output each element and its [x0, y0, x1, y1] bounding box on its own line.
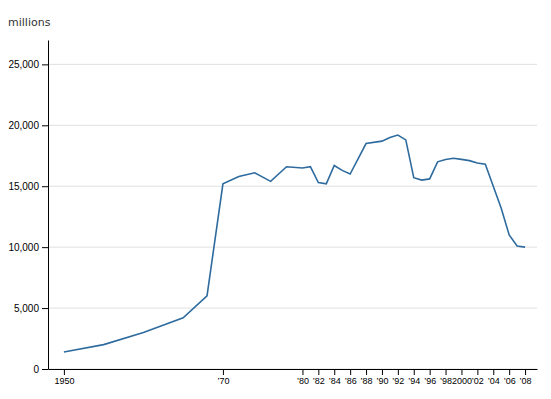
- grid-line: [48, 125, 537, 126]
- x-tick: ’98: [440, 369, 452, 386]
- x-tick-mark: [430, 369, 431, 375]
- marks: [64, 135, 525, 352]
- x-tick: ’86: [345, 369, 357, 386]
- y-tick-mark: [42, 308, 48, 309]
- y-tick: 0: [33, 364, 48, 375]
- x-tick-mark: [64, 369, 65, 375]
- x-tick-mark: [477, 369, 478, 375]
- x-tick-label: ’84: [329, 376, 341, 386]
- x-tick-mark: [334, 369, 335, 375]
- y-tick-mark: [42, 125, 48, 126]
- x-tick: ’08: [520, 369, 532, 386]
- x-tick-label: ’86: [345, 376, 357, 386]
- x-tick: ’04: [488, 369, 500, 386]
- x-tick-label: ’96: [424, 376, 436, 386]
- x-tick-label: ’90: [376, 376, 388, 386]
- x-tick-label: ’98: [440, 376, 452, 386]
- x-tick-mark: [398, 369, 399, 375]
- x-tick-label: ’80: [297, 376, 309, 386]
- x-axis: 1950 ’70 ’80 ’82 ’84 ’86 ’88’90 ’92 ’94 ’96 ’98200…: [49, 369, 538, 386]
- y-axis-line: [48, 41, 49, 370]
- grid: [48, 64, 537, 369]
- y-tick-mark: [42, 64, 48, 65]
- y-tick-label: 0: [33, 364, 39, 375]
- y-tick-mark: [42, 186, 48, 187]
- x-tick-label: ’06: [504, 376, 516, 386]
- x-tick-mark: [446, 369, 447, 375]
- y-axis-label: millions: [8, 16, 51, 29]
- chart: 1950 ’70 ’80 ’82 ’84 ’86 ’88’90 ’92 ’94 ’96 ’98200…: [0, 0, 551, 399]
- y-tick-label: 15,000: [8, 181, 39, 192]
- x-tick-label: ’92: [392, 376, 404, 386]
- y-tick: 20,000: [8, 120, 48, 131]
- y-tick: 15,000: [8, 181, 48, 192]
- x-tick-label: 2000: [452, 376, 472, 386]
- x-tick-mark: [350, 369, 351, 375]
- x-tick-label: ’04: [488, 376, 500, 386]
- y-tick: 5,000: [14, 303, 48, 314]
- y-tick-label: 5,000: [14, 303, 39, 314]
- plot-area: 1950 ’70 ’80 ’82 ’84 ’86 ’88’90 ’92 ’94 ’96 ’98200…: [8, 41, 537, 387]
- x-tick-mark: [366, 369, 367, 375]
- x-tick-label: ’88: [361, 376, 373, 386]
- x-tick-label: ’94: [408, 376, 420, 386]
- y-tick-label: 25,000: [8, 59, 39, 70]
- grid-line: [48, 186, 537, 187]
- x-tick: 1950: [54, 369, 74, 386]
- y-tick: 25,000: [8, 59, 48, 70]
- x-tick-label: ’82: [313, 376, 325, 386]
- line: [64, 135, 525, 352]
- x-tick-label: ’02: [472, 376, 484, 386]
- x-tick: ’82: [313, 369, 325, 386]
- x-tick: ’84: [329, 369, 341, 386]
- x-tick-label: 1950: [54, 376, 74, 386]
- x-tick-mark: [461, 369, 462, 375]
- x-tick: ’80: [297, 369, 309, 386]
- grid-line: [48, 369, 537, 370]
- x-tick-mark: [509, 369, 510, 375]
- x-tick: ’96: [424, 369, 436, 386]
- x-tick-label: ’70: [217, 376, 229, 386]
- x-tick-mark: [223, 369, 224, 375]
- y-tick: 10,000: [8, 242, 48, 253]
- x-tick: ’70: [217, 369, 229, 386]
- x-tick: ’92: [392, 369, 404, 386]
- y-tick-label: 20,000: [8, 120, 39, 131]
- x-axis-line: [49, 369, 538, 370]
- x-tick: 2000: [452, 369, 472, 386]
- x-tick-label: ’08: [520, 376, 532, 386]
- x-tick: ’06: [504, 369, 516, 386]
- x-tick: ’02: [472, 369, 484, 386]
- x-tick-mark: [302, 369, 303, 375]
- grid-line: [48, 247, 537, 248]
- y-tick-label: 10,000: [8, 242, 39, 253]
- x-tick-mark: [318, 369, 319, 375]
- x-tick: ’88: [361, 369, 373, 386]
- grid-line: [48, 308, 537, 309]
- y-axis: 0 5,000 10,000 15,000 20,000 25,000: [8, 41, 48, 375]
- y-tick-mark: [42, 247, 48, 248]
- y-tick-mark: [42, 369, 48, 370]
- x-tick-mark: [382, 369, 383, 375]
- x-tick-mark: [493, 369, 494, 375]
- x-tick-mark: [414, 369, 415, 375]
- grid-line: [48, 64, 537, 65]
- x-tick: ’90: [376, 369, 388, 386]
- x-tick: ’94: [408, 369, 420, 386]
- x-tick-mark: [525, 369, 526, 375]
